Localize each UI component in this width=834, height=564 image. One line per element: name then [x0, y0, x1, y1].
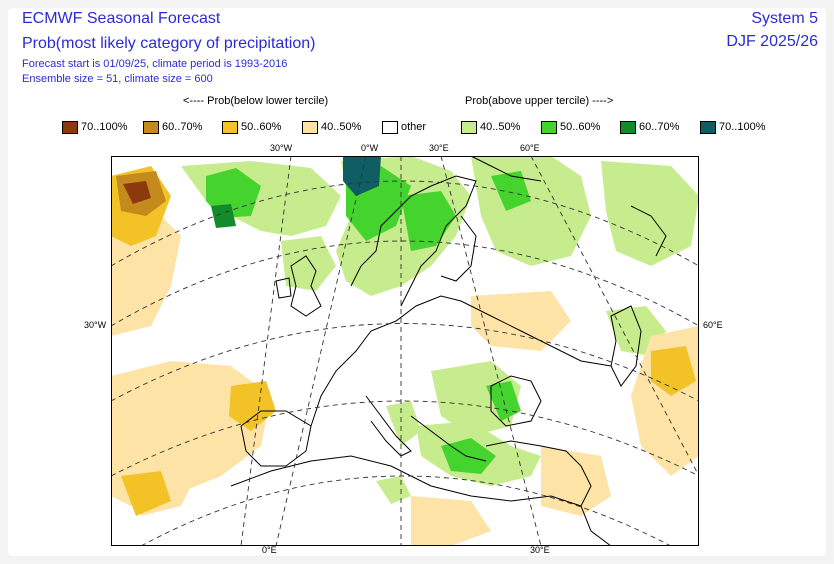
meridian-30w: [240, 156, 292, 546]
legend-label: 40..50%: [321, 121, 362, 133]
legend-swatch: [700, 120, 716, 134]
coastlines: [230, 156, 667, 546]
legend-swatch: [620, 120, 636, 134]
figure-title: ECMWF Seasonal Forecast: [22, 10, 221, 27]
legend-swatch: [382, 120, 398, 134]
region-iberia-yellow: [229, 381, 276, 431]
graticule-label-top-0w: 0°W: [361, 143, 379, 153]
region-aegean-mid-green: [441, 438, 496, 474]
legend-swatch: [62, 120, 78, 134]
legend-swatch: [302, 120, 318, 134]
forecast-map: [111, 156, 699, 546]
parallel-50n: [111, 323, 699, 402]
region-italy-green: [386, 401, 421, 446]
legend-label: other: [401, 121, 427, 133]
legend-above-heading: Prob(above upper tercile) ---->: [465, 95, 614, 107]
region-atlantic-yellow: [121, 471, 171, 516]
region-ne-green: [601, 161, 699, 266]
above-60-70-regions: [211, 204, 236, 228]
coast-finland: [440, 215, 477, 282]
graticule-label-right-60e: 60°E: [703, 320, 723, 330]
legend-label: 60..70%: [639, 121, 680, 133]
region-norway-teal: [343, 156, 381, 196]
region-uk-green: [281, 236, 336, 291]
region-greenland-brown: [123, 181, 151, 204]
forecast-info: Forecast start is 01/09/25, climate peri…: [22, 58, 288, 70]
graticule: [111, 156, 699, 546]
coast-turkey: [485, 440, 582, 467]
above-40-50-regions: [181, 156, 699, 504]
legend-item-other: other: [382, 119, 426, 135]
meridian-60e: [530, 156, 699, 477]
legend-item-above-50-60: 50..60%: [541, 119, 600, 135]
coast-russia-north: [470, 156, 542, 182]
coast-blacksea: [490, 375, 542, 427]
coast-scandinavia: [350, 175, 477, 307]
legend-item-below-70-100: 70..100%: [62, 119, 127, 135]
legend: 70..100% 60..70% 50..60% 40..50% other 4…: [62, 119, 802, 135]
graticule-label-bottom-30e: 30°E: [530, 545, 550, 555]
region-russia-mid-green: [491, 171, 531, 211]
coast-italy: [365, 395, 412, 457]
coast-caspian: [610, 305, 642, 387]
region-caspian-yellow: [651, 346, 696, 396]
above-70-100-regions: [343, 156, 381, 196]
graticule-label-top-60e: 60°E: [520, 143, 540, 153]
region-nafrica-green: [376, 476, 411, 504]
region-africa-pale: [411, 496, 491, 546]
below-70-100-regions: [123, 181, 151, 204]
coast-balkans: [410, 415, 487, 462]
season-label: DJF 2025/26: [726, 33, 818, 50]
parallel-30n: [140, 475, 672, 546]
legend-label: 70..100%: [81, 121, 128, 133]
meridian-30e: [440, 156, 542, 546]
legend-swatch: [222, 120, 238, 134]
map-border: [111, 156, 699, 546]
graticule-label-left-30w: 30°W: [84, 320, 107, 330]
legend-item-above-40-50: 40..50%: [461, 119, 520, 135]
legend-item-above-60-70: 60..70%: [620, 119, 679, 135]
legend-label: 40..50%: [480, 121, 521, 133]
ensemble-info: Ensemble size = 51, climate size = 600: [22, 73, 213, 85]
coast-mainland-europe: [310, 295, 612, 427]
legend-label: 70..100%: [719, 121, 766, 133]
system-label: System 5: [751, 10, 818, 27]
region-blacksea-green: [431, 361, 521, 436]
region-atlantic-dark-green: [211, 204, 236, 228]
legend-label: 60..70%: [162, 121, 203, 133]
legend-item-below-40-50: 40..50%: [302, 119, 361, 135]
meridian-0: [275, 156, 367, 546]
coast-uk: [290, 255, 322, 317]
graticule-label-top-30e: 30°E: [429, 143, 449, 153]
legend-swatch: [143, 120, 159, 134]
legend-label: 50..60%: [241, 121, 282, 133]
coast-iberia: [240, 410, 312, 467]
parallel-60n: [111, 240, 699, 327]
coast-ireland: [275, 277, 292, 299]
forecast-map-svg: [111, 156, 699, 546]
legend-swatch: [541, 120, 557, 134]
legend-swatch: [461, 120, 477, 134]
legend-item-below-50-60: 50..60%: [222, 119, 281, 135]
graticule-label-top-30w: 30°W: [270, 143, 293, 153]
legend-item-below-60-70: 60..70%: [143, 119, 202, 135]
figure-subtitle: Prob(most likely category of precipitati…: [22, 35, 316, 52]
graticule-label-bottom-0e: 0°E: [262, 545, 277, 555]
legend-below-heading: <---- Prob(below lower tercile): [183, 95, 329, 107]
legend-label: 50..60%: [560, 121, 601, 133]
legend-item-above-70-100: 70..100%: [700, 119, 765, 135]
parallel-70n: [111, 180, 699, 267]
region-central-europe-pale: [471, 291, 571, 351]
coast-middle-east: [580, 465, 612, 546]
